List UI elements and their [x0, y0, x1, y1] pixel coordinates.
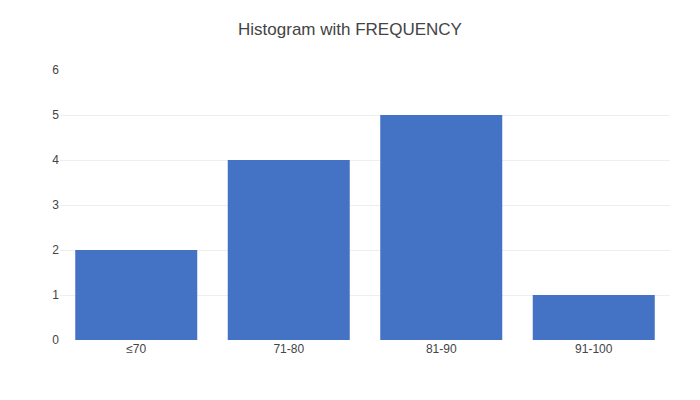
svg-text:0: 0 [52, 333, 59, 347]
svg-text:1: 1 [52, 288, 59, 302]
svg-text:Histogram with FREQUENCY: Histogram with FREQUENCY [238, 20, 462, 39]
svg-text:5: 5 [52, 108, 59, 122]
svg-text:3: 3 [52, 198, 59, 212]
svg-text:2: 2 [52, 243, 59, 257]
svg-text:6: 6 [52, 63, 59, 77]
svg-text:91-100: 91-100 [575, 342, 613, 356]
svg-text:81-90: 81-90 [426, 342, 457, 356]
svg-text:4: 4 [52, 153, 59, 167]
svg-text:71-80: 71-80 [273, 342, 304, 356]
svg-text:≤70: ≤70 [126, 342, 146, 356]
